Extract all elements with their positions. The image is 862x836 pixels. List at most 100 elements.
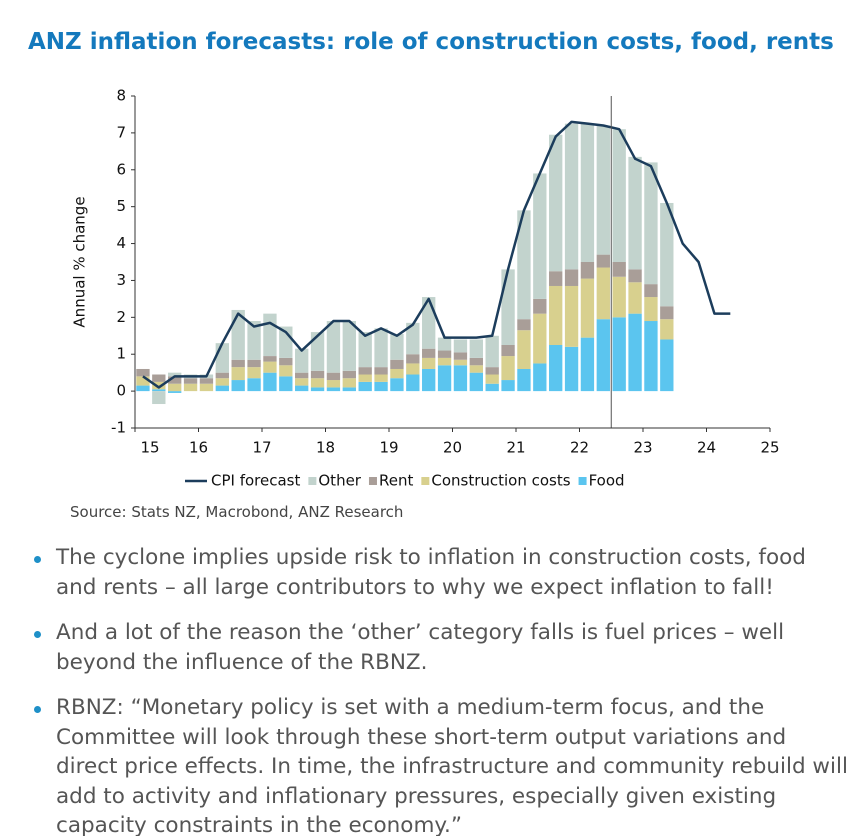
y-tick-label: 2 xyxy=(116,308,126,326)
bar-segment xyxy=(295,385,309,392)
bar-segment xyxy=(247,359,261,368)
bar-segment xyxy=(596,254,610,268)
bar-segment xyxy=(326,380,341,388)
legend-label: Food xyxy=(589,472,625,490)
bar-segment xyxy=(628,156,642,270)
bar-segment xyxy=(168,376,182,384)
bar-segment xyxy=(263,372,277,392)
bullet-list: The cyclone implies upside risk to infla… xyxy=(32,543,852,836)
y-tick-label: 3 xyxy=(116,271,126,289)
chart-title: ANZ inflation forecasts: role of constru… xyxy=(28,29,834,55)
bar-segment xyxy=(342,370,356,379)
bar-segment xyxy=(390,378,404,392)
bar-segment xyxy=(390,333,404,360)
bar-segment xyxy=(199,383,214,392)
legend-label: Other xyxy=(318,472,361,490)
bar-segment xyxy=(152,381,166,390)
bar-segment xyxy=(580,278,595,338)
x-tick-label: 15 xyxy=(140,439,159,457)
bar-segment xyxy=(660,319,674,340)
bar-segment xyxy=(310,370,325,379)
bar-segment xyxy=(295,348,309,373)
bar-segment xyxy=(469,339,483,358)
bar-segment xyxy=(453,339,468,353)
bar-segment xyxy=(168,391,182,393)
bar-segment xyxy=(183,378,198,384)
bar-segment xyxy=(549,134,563,272)
bar-segment xyxy=(628,313,642,392)
bar-segment xyxy=(564,269,579,286)
bar-segment xyxy=(564,123,579,270)
y-tick-label: 5 xyxy=(116,197,126,215)
bar-segment xyxy=(215,343,229,373)
legend-swatch xyxy=(368,477,377,485)
bar-segment xyxy=(596,319,610,392)
bar-segment xyxy=(152,391,166,405)
bar-segment xyxy=(660,202,674,307)
x-tick-label: 23 xyxy=(633,439,652,457)
bar-segment xyxy=(406,374,420,392)
bar-segment xyxy=(326,321,341,373)
bar-segment xyxy=(358,332,372,368)
bar-segment xyxy=(596,267,610,320)
bar-segment xyxy=(485,383,499,392)
bar-segment xyxy=(453,365,468,392)
bar-segment xyxy=(437,337,452,351)
bar-segment xyxy=(517,319,531,331)
x-tick-label: 21 xyxy=(506,439,525,457)
bar-segment xyxy=(215,385,229,392)
bar-segment xyxy=(549,345,563,392)
bar-segment xyxy=(231,380,245,392)
source: Source: Stats NZ, Macrobond, ANZ Researc… xyxy=(70,503,404,521)
legend-label: Rent xyxy=(379,472,413,490)
bar-segment xyxy=(469,365,483,373)
bar-segment xyxy=(612,262,626,277)
bar-segment xyxy=(295,372,309,379)
bullet: The cyclone implies upside risk to infla… xyxy=(32,543,852,602)
x-tick-label: 20 xyxy=(443,439,462,457)
x-tick-label: 17 xyxy=(252,439,271,457)
x-tick-label: 16 xyxy=(189,439,208,457)
bar-segment xyxy=(422,348,436,358)
bar-segment xyxy=(279,376,293,392)
bar-segment xyxy=(644,162,658,285)
legend-label: CPI forecast xyxy=(211,472,300,490)
bullet: And a lot of the reason the ‘other’ cate… xyxy=(32,618,852,677)
bar-segment xyxy=(517,210,531,320)
bar-segment xyxy=(358,367,372,375)
bar-segment xyxy=(231,359,245,368)
bar-segment xyxy=(437,357,452,366)
bar-segment xyxy=(183,383,198,392)
bar-segment xyxy=(533,173,547,299)
bar-segment xyxy=(564,346,579,392)
bar-segment xyxy=(168,383,182,392)
bar-segment xyxy=(453,359,468,366)
legend-swatch xyxy=(421,477,430,485)
bar-segment xyxy=(342,321,356,371)
bar-segment xyxy=(247,378,261,392)
bar-segment xyxy=(136,376,150,386)
bar-segment xyxy=(469,372,483,392)
bar-segment xyxy=(390,359,404,369)
bar-segment xyxy=(406,354,420,364)
y-tick-label: -1 xyxy=(111,419,126,437)
bar-segment xyxy=(247,367,261,379)
bar-segment xyxy=(533,313,547,364)
bar-segment xyxy=(247,321,261,360)
bar-segment xyxy=(358,374,372,382)
bar-segment xyxy=(437,350,452,358)
bar-segment xyxy=(660,306,674,320)
bar-segment xyxy=(310,387,325,392)
bar-segment xyxy=(422,357,436,369)
bar-segment xyxy=(437,365,452,392)
bar-segment xyxy=(501,356,515,381)
bar-segment xyxy=(374,381,388,392)
bar-segment xyxy=(501,380,515,392)
bar-segment xyxy=(422,368,436,392)
bar-segment xyxy=(533,298,547,314)
x-tick-label: 19 xyxy=(379,439,398,457)
bar-segment xyxy=(279,365,293,377)
x-tick-label: 22 xyxy=(570,439,589,457)
bar-segment xyxy=(406,322,420,355)
